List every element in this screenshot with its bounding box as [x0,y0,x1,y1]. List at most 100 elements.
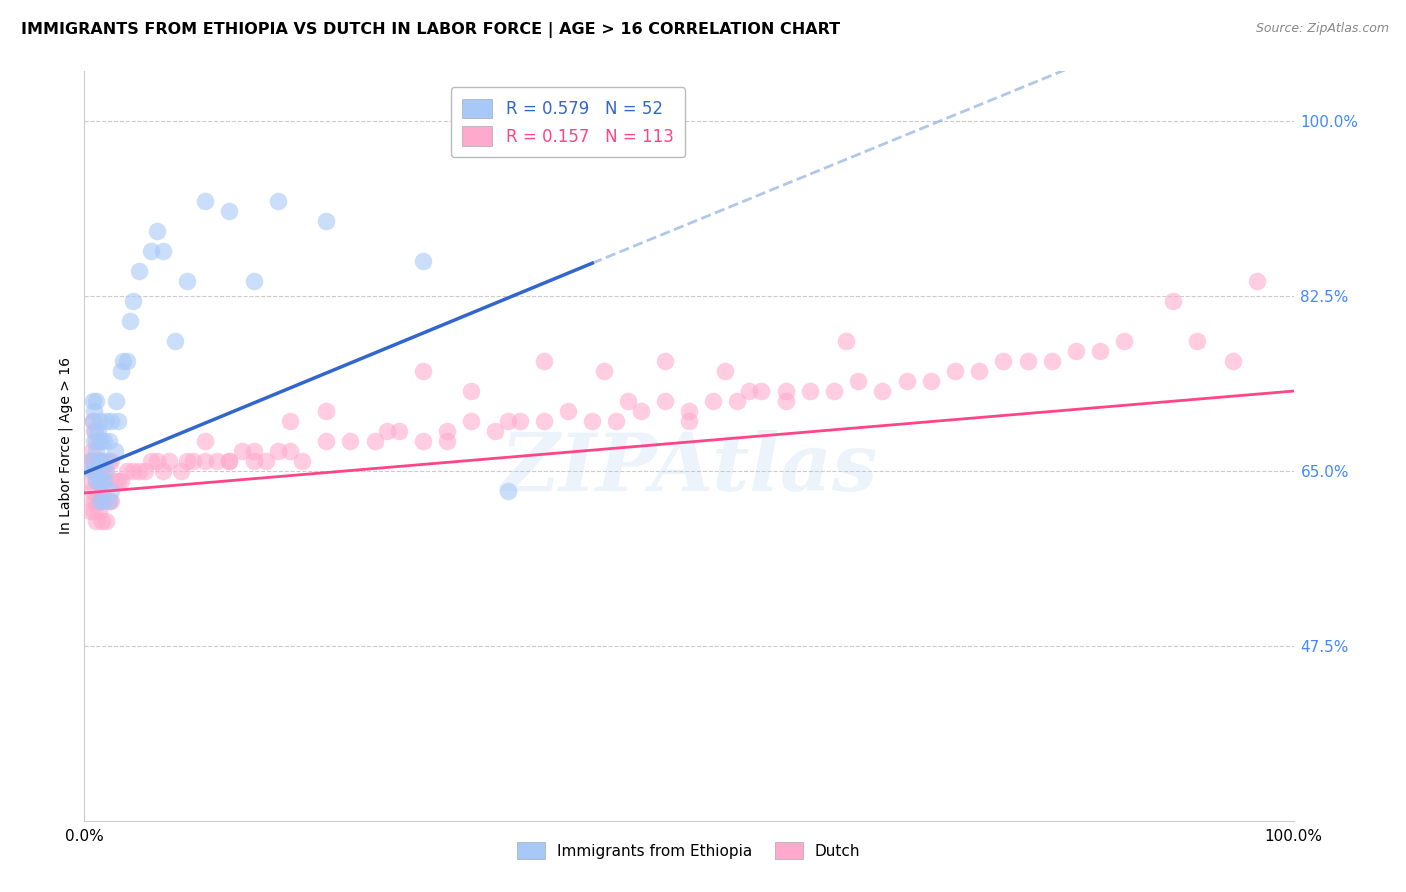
Point [617,394,640,409]
Point [146,454,169,468]
Point [152,244,174,259]
Point [90,474,112,488]
Point [121,294,143,309]
Legend: Immigrants from Ethiopia, Dutch: Immigrants from Ethiopia, Dutch [512,836,866,865]
Point [254,454,277,468]
Point [207,454,229,468]
Point [86,474,108,488]
Point [84,464,107,478]
Point [496,483,519,498]
Point [82,494,104,508]
Point [157,454,180,468]
Point [654,354,676,368]
Point [835,334,858,348]
Point [100,414,122,428]
Point [80,483,103,498]
Point [896,374,918,388]
Point [91,514,114,528]
Point [630,404,652,418]
Point [194,434,217,448]
Point [484,424,506,438]
Point [86,494,108,508]
Point [128,464,150,478]
Point [79,504,101,518]
Point [436,424,458,438]
Point [242,454,264,468]
Point [738,384,761,398]
Point [79,454,101,468]
Point [84,494,107,508]
Point [170,464,193,478]
Point [90,434,112,448]
Point [291,454,314,468]
Point [436,434,458,448]
Point [107,414,129,428]
Point [412,254,434,268]
Point [104,394,127,409]
Point [89,454,111,468]
Point [165,334,187,348]
Text: ZIPAtlas: ZIPAtlas [501,430,877,508]
Point [100,454,122,468]
Point [242,444,264,458]
Point [702,394,724,409]
Point [412,434,434,448]
Point [82,394,104,409]
Point [84,454,107,468]
Point [84,424,107,438]
Point [678,414,700,428]
Point [967,364,990,378]
Point [218,204,240,219]
Point [90,474,112,488]
Point [1064,344,1087,359]
Point [86,514,108,528]
Point [496,414,519,428]
Point [267,194,290,209]
Point [94,454,117,468]
Point [388,424,411,438]
Point [86,424,108,438]
Point [1040,354,1063,368]
Point [112,354,135,368]
Point [412,364,434,378]
Point [139,244,162,259]
Point [80,444,103,458]
Point [86,454,108,468]
Point [83,424,105,438]
Point [104,444,127,458]
Point [94,464,117,478]
Point [920,374,942,388]
Point [82,414,104,428]
Point [115,354,138,368]
Point [86,394,108,409]
Point [218,454,240,468]
Point [91,494,114,508]
Point [93,474,115,488]
Point [94,464,117,478]
Point [460,414,482,428]
Point [97,494,120,508]
Point [86,474,108,488]
Point [714,364,737,378]
Point [87,504,110,518]
Point [846,374,869,388]
Point [242,274,264,288]
Point [83,464,105,478]
Point [97,434,120,448]
Point [82,414,104,428]
Point [678,404,700,418]
Point [460,384,482,398]
Point [775,394,797,409]
Text: IMMIGRANTS FROM ETHIOPIA VS DUTCH IN LABOR FORCE | AGE > 16 CORRELATION CHART: IMMIGRANTS FROM ETHIOPIA VS DUTCH IN LAB… [21,22,841,38]
Point [509,414,531,428]
Point [94,414,117,428]
Point [194,454,217,468]
Point [375,424,398,438]
Point [775,384,797,398]
Point [97,454,120,468]
Point [872,384,894,398]
Point [134,464,156,478]
Point [89,494,111,508]
Point [89,414,111,428]
Point [91,464,114,478]
